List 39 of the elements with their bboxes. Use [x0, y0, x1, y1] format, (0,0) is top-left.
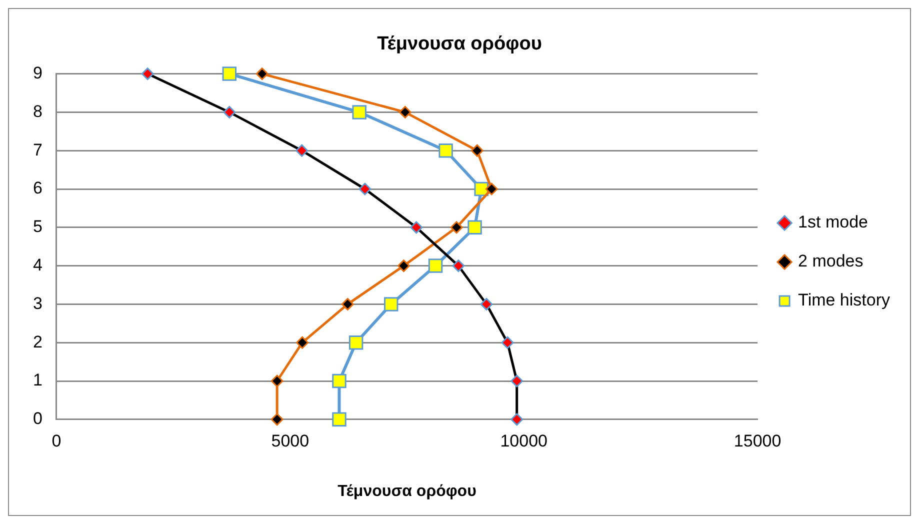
- x-axis-title: Τέμνουσα ορόφου: [338, 482, 476, 500]
- y-tick-label: 6: [32, 178, 42, 198]
- point: [398, 106, 412, 118]
- point: [384, 297, 398, 312]
- legend-label: Time history: [798, 290, 890, 310]
- point: [270, 413, 284, 426]
- legend-label: 2 modes: [798, 252, 864, 271]
- legend-label: 1st mode: [798, 212, 868, 232]
- point: [332, 374, 346, 388]
- point: [474, 182, 488, 196]
- x-tick-label: 0: [52, 431, 62, 450]
- point: [428, 258, 443, 273]
- point: [438, 143, 453, 158]
- point: [485, 182, 498, 196]
- y-tick-label: 1: [32, 370, 42, 390]
- point: [397, 260, 410, 272]
- chart-title: Τέμνουσα ορόφου: [377, 34, 542, 55]
- y-tick-label: 9: [32, 63, 42, 82]
- x-tick-label: 5000: [271, 431, 310, 450]
- point: [348, 335, 364, 350]
- y-tick-label: 7: [32, 140, 42, 160]
- point: [222, 66, 237, 81]
- y-tick-label: 3: [32, 294, 42, 313]
- point: [270, 374, 284, 388]
- point: [470, 144, 484, 157]
- point: [341, 298, 354, 310]
- point: [468, 220, 482, 235]
- y-tick-label: 4: [32, 255, 42, 274]
- point: [296, 336, 309, 349]
- point: [450, 221, 463, 234]
- y-tick-label: 0: [32, 409, 42, 428]
- y-tick-label: 8: [32, 102, 42, 121]
- x-tick-label: 15000: [734, 431, 782, 450]
- y-tick-label: 2: [32, 332, 42, 352]
- point: [256, 68, 268, 80]
- point: [352, 105, 366, 120]
- y-tick-label: 5: [32, 217, 42, 236]
- x-tick-label: 10000: [500, 431, 548, 450]
- point: [332, 412, 346, 427]
